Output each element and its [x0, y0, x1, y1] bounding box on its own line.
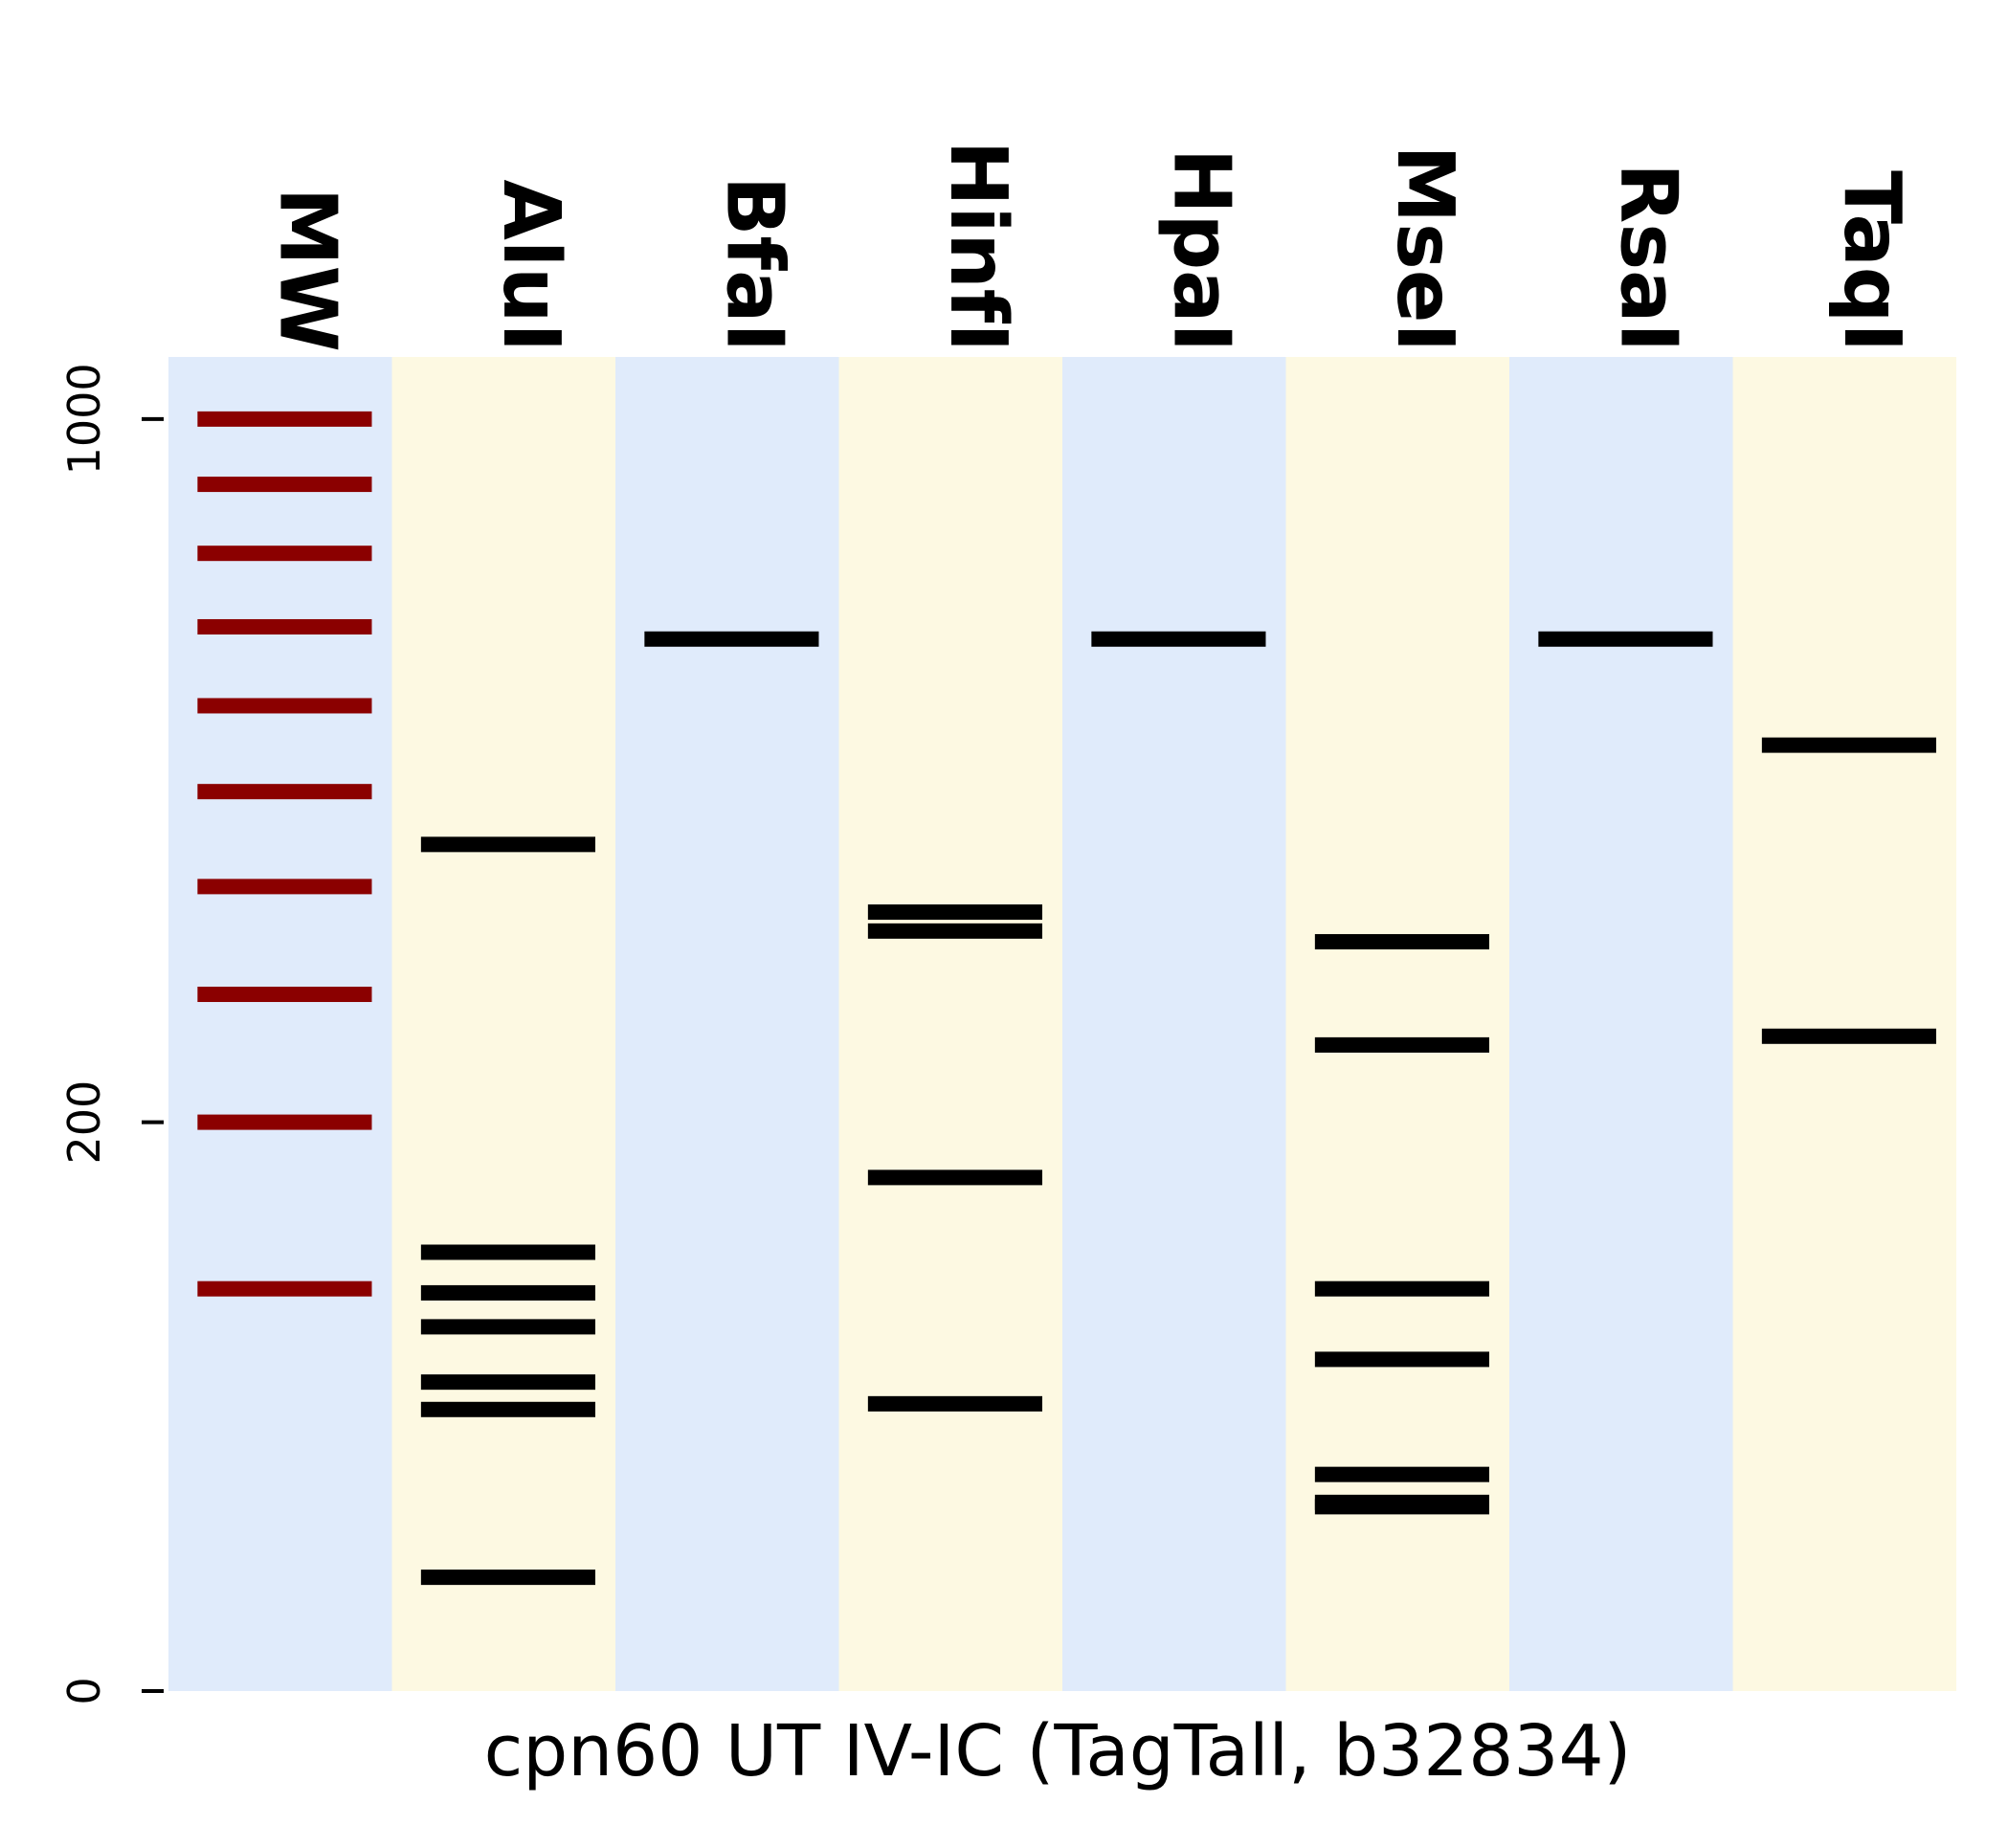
lane-label-bfai: BfaI: [709, 176, 800, 352]
marker-band: [197, 618, 372, 635]
marker-band: [197, 545, 372, 562]
band-hinfi: [867, 923, 1042, 939]
lane-label-hpai: HpaI: [1156, 148, 1247, 352]
marker-band: [197, 879, 372, 895]
band-alui: [420, 1319, 595, 1335]
band-rsai: [1538, 631, 1713, 647]
lane-background-taqi: [1732, 357, 1956, 1691]
lane-background-alui: [391, 357, 615, 1691]
chart-caption: cpn60 UT IV-IC (TagTall, b32834): [484, 1710, 1632, 1792]
band-hinfi: [867, 904, 1042, 921]
band-bfai: [644, 631, 819, 647]
lane-label-alui: AluI: [485, 180, 576, 352]
band-msei: [1314, 1351, 1489, 1368]
lane-background-bfai: [615, 357, 839, 1691]
band-taqi: [1761, 1028, 1936, 1044]
marker-band: [197, 1280, 372, 1297]
band-alui: [420, 1570, 595, 1586]
marker-band: [197, 477, 372, 493]
band-alui: [420, 1244, 595, 1260]
y-axis: 0 200 1000: [58, 363, 164, 1705]
lane-labels: MW AluI BfaI HinfI HpaI MseI RsaI TaqI: [262, 141, 1918, 352]
band-alui: [420, 1374, 595, 1391]
lane-label-mw: MW: [262, 188, 353, 352]
lane-label-rsai: RsaI: [1603, 163, 1694, 352]
band-hinfi: [867, 1395, 1042, 1412]
bands: [197, 411, 1936, 1586]
band-alui: [420, 1401, 595, 1417]
band-msei: [1314, 934, 1489, 950]
y-tick-label: 0: [58, 1677, 110, 1704]
marker-band: [197, 784, 372, 800]
band-alui: [420, 1284, 595, 1301]
y-tick-label: 1000: [58, 363, 110, 475]
lane-background-msei: [1285, 357, 1509, 1691]
lane-label-hinfi: HinfI: [932, 141, 1023, 352]
marker-band: [197, 987, 372, 1003]
band-msei: [1314, 1466, 1489, 1482]
lane-label-msei: MseI: [1379, 145, 1470, 352]
marker-band: [197, 1114, 372, 1130]
marker-band: [197, 698, 372, 714]
band-msei: [1314, 1036, 1489, 1053]
band-alui: [420, 836, 595, 853]
y-tick-label: 200: [58, 1080, 110, 1165]
lane-label-taqi: TaqI: [1826, 170, 1917, 352]
lane-background-rsai: [1509, 357, 1733, 1691]
band-hpai: [1091, 631, 1266, 647]
band-msei: [1314, 1499, 1489, 1515]
band-msei: [1314, 1280, 1489, 1297]
band-taqi: [1761, 737, 1936, 753]
lane-background-hinfi: [838, 357, 1062, 1691]
band-hinfi: [867, 1169, 1042, 1186]
lane-background-mw: [168, 357, 392, 1691]
lane-background-hpai: [1062, 357, 1286, 1691]
marker-band: [197, 411, 372, 427]
lane-backgrounds: [168, 357, 1956, 1691]
